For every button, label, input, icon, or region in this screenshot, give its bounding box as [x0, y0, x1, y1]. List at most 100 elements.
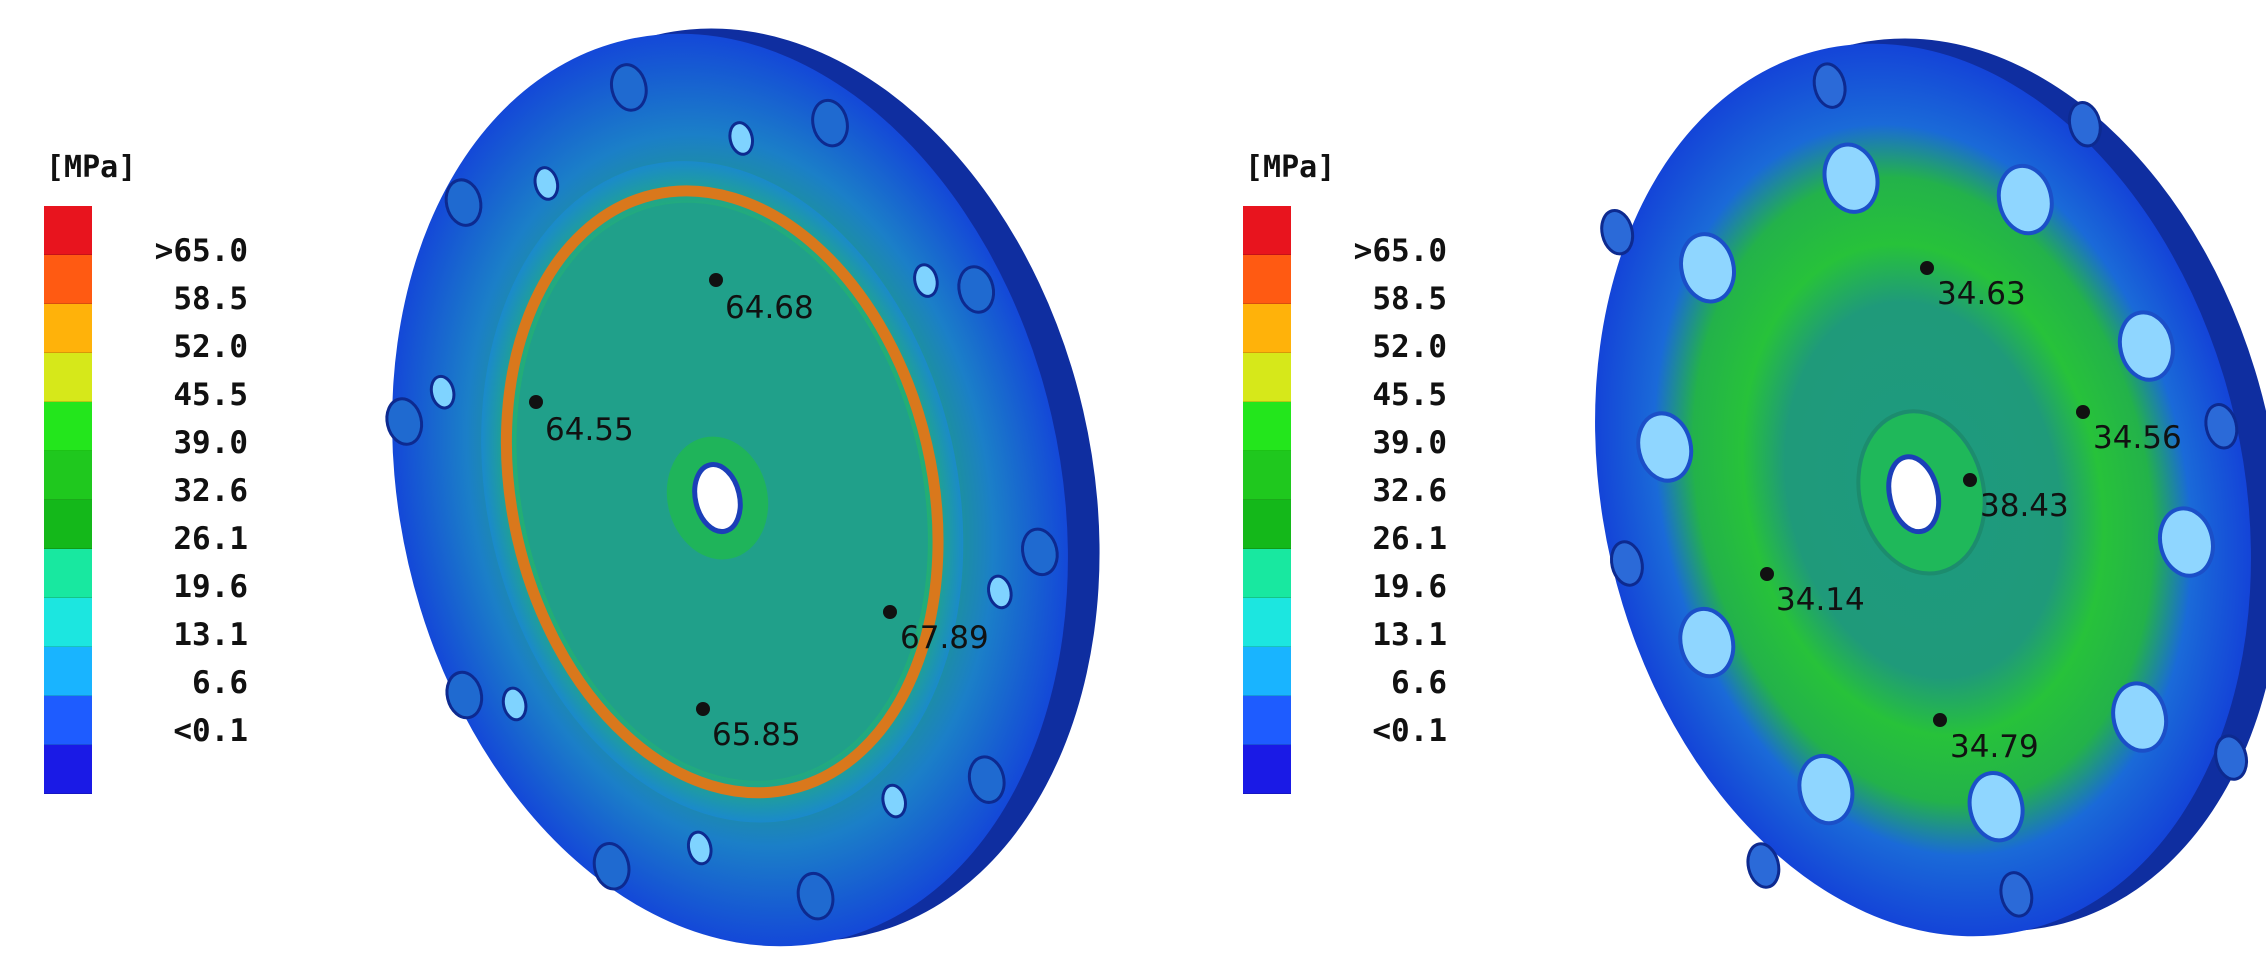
legend-swatch — [1243, 304, 1291, 353]
legend-swatch — [44, 549, 92, 598]
bolt-hole — [967, 755, 1006, 804]
small-hole — [501, 686, 528, 722]
center-hole — [1886, 454, 1942, 535]
small-hole — [1610, 540, 1644, 587]
legend-tick: 26.1 — [1372, 521, 1447, 557]
probe-label: 65.85 — [712, 717, 801, 753]
small-hole — [913, 263, 939, 298]
legend-swatch — [1243, 745, 1291, 794]
legend-tick: 13.1 — [173, 617, 248, 653]
left-color-legend: [MPa] >65.0 58.5 52.0 45.5 39.0 32.6 26.… — [44, 150, 264, 794]
bolt-hole — [1021, 527, 1059, 577]
legend-swatch — [44, 402, 92, 451]
bolt-hole — [609, 63, 648, 112]
legend-tick: 45.5 — [1372, 377, 1447, 413]
legend-swatch — [1243, 598, 1291, 647]
bolt-hole — [1678, 606, 1736, 679]
legend-swatch — [44, 206, 92, 255]
probe-point — [709, 273, 723, 287]
bolt-hole — [592, 842, 631, 891]
small-hole — [2214, 734, 2249, 781]
left-stress-panel: [MPa] >65.0 58.5 52.0 45.5 39.0 32.6 26.… — [44, 28, 1100, 947]
probe-label: 34.56 — [2093, 420, 2182, 456]
legend-tick: 19.6 — [173, 569, 248, 605]
legend-swatch — [1243, 206, 1291, 255]
probe-label: 34.14 — [1776, 582, 1865, 618]
bolt-hole — [1967, 771, 2025, 843]
high-stress-ring — [500, 185, 944, 799]
probe-label: 38.43 — [1980, 488, 2069, 524]
legend-tick: 32.6 — [173, 473, 248, 509]
legend-swatch — [44, 647, 92, 696]
small-hole — [429, 374, 456, 410]
legend-tick: 45.5 — [173, 377, 248, 413]
legend-tick: 6.6 — [1391, 665, 1447, 701]
bolt-hole — [1679, 232, 1736, 304]
bolt-hole — [385, 397, 424, 446]
bolt-hole — [445, 670, 484, 720]
legend-swatch — [1243, 451, 1291, 500]
bolt-hole — [1822, 142, 1880, 214]
legend-tick: 32.6 — [1372, 473, 1447, 509]
legend-tick: 19.6 — [1372, 569, 1447, 605]
bolt-hole — [811, 98, 849, 148]
center-hole — [692, 462, 743, 535]
probe-point — [696, 702, 710, 716]
legend-color-bar — [1243, 206, 1291, 794]
legend-tick: 39.0 — [173, 425, 248, 461]
probe-point — [1760, 567, 1774, 581]
small-hole — [2204, 403, 2239, 450]
legend-swatch — [44, 353, 92, 402]
bolt-hole — [796, 871, 835, 921]
bolt-hole — [2117, 310, 2175, 382]
bolt-hole — [957, 265, 996, 314]
legend-tick: >65.0 — [154, 233, 248, 269]
legend-tick: 13.1 — [1372, 617, 1447, 653]
small-hole — [1999, 871, 2034, 918]
probe-point — [1963, 473, 1977, 487]
probe-label: 34.79 — [1950, 729, 2039, 765]
legend-swatch — [44, 598, 92, 647]
legend-tick: 58.5 — [1372, 281, 1447, 317]
probe-label: 64.55 — [545, 412, 634, 448]
bolt-hole — [2158, 506, 2215, 578]
right-color-legend: [MPa] >65.0 58.5 52.0 45.5 39.0 32.6 26.… — [1243, 150, 1463, 794]
bolt-hole — [2111, 681, 2169, 753]
legend-unit: [MPa] — [1245, 150, 1336, 185]
legend-tick: 52.0 — [173, 329, 248, 365]
legend-tick: >65.0 — [1353, 233, 1447, 269]
legend-unit: [MPa] — [46, 150, 137, 185]
right-stress-panel: [MPa] >65.0 58.5 52.0 45.5 39.0 32.6 26.… — [1133, 0, 2266, 971]
small-hole — [1812, 62, 1847, 109]
bolt-hole — [1996, 163, 2054, 236]
legend-tick: <0.1 — [173, 713, 248, 749]
probe-label: 34.63 — [1937, 276, 2026, 312]
probe-point — [529, 395, 543, 409]
small-hole — [2067, 101, 2102, 148]
legend-swatch — [1243, 353, 1291, 402]
legend-swatch — [44, 255, 92, 304]
bolt-hole — [444, 178, 483, 227]
right-flange-model: 34.63 34.56 38.43 34.14 34.79 — [1595, 38, 2266, 937]
legend-tick: <0.1 — [1372, 713, 1447, 749]
legend-swatch — [1243, 696, 1291, 745]
small-hole — [1600, 208, 1635, 256]
legend-swatch — [44, 745, 92, 794]
legend-swatch — [44, 451, 92, 500]
small-hole — [1746, 842, 1781, 889]
legend-swatch — [1243, 402, 1291, 451]
legend-swatch — [44, 304, 92, 353]
probe-point — [883, 605, 897, 619]
legend-swatch — [1243, 549, 1291, 598]
bolt-hole — [1797, 753, 1855, 826]
small-hole — [686, 830, 713, 866]
left-flange-model: 64.68 64.55 67.89 65.85 — [385, 28, 1100, 947]
small-hole — [881, 783, 907, 819]
probe-label: 67.89 — [900, 620, 989, 656]
legend-swatch — [1243, 647, 1291, 696]
legend-tick: 52.0 — [1372, 329, 1447, 365]
legend-tick: 58.5 — [173, 281, 248, 317]
legend-tick: 6.6 — [192, 665, 248, 701]
probe-point — [1920, 261, 1934, 275]
probe-point — [1933, 713, 1947, 727]
